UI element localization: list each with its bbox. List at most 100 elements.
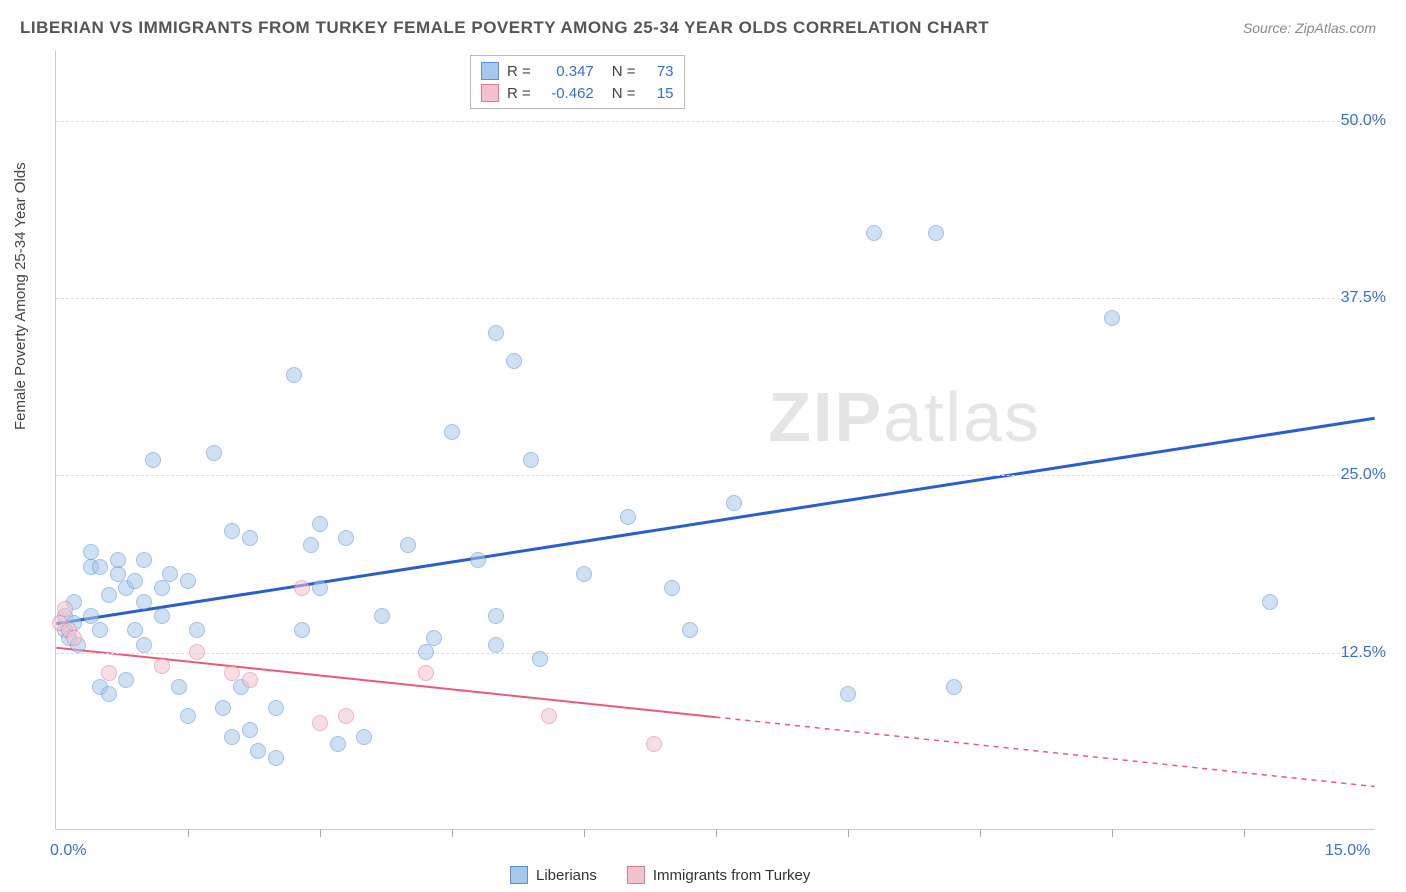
source-label: Source: ZipAtlas.com: [1243, 20, 1376, 36]
trend-lines-layer: [56, 50, 1375, 829]
legend-stat-row: R = -0.462 N = 15: [481, 82, 674, 104]
data-point: [840, 686, 856, 702]
data-point: [145, 452, 161, 468]
x-tick: [320, 829, 321, 837]
x-axis-min-label: 0.0%: [50, 842, 86, 860]
data-point: [250, 743, 266, 759]
r-value: -0.462: [539, 85, 594, 102]
data-point: [506, 353, 522, 369]
data-point: [180, 573, 196, 589]
data-point: [101, 587, 117, 603]
r-label: R =: [507, 63, 531, 80]
gridline: [56, 121, 1375, 122]
data-point: [224, 523, 240, 539]
data-point: [268, 750, 284, 766]
data-point: [866, 225, 882, 241]
data-point: [66, 630, 82, 646]
data-point: [426, 630, 442, 646]
data-point: [418, 644, 434, 660]
data-point: [110, 552, 126, 568]
x-tick: [452, 829, 453, 837]
data-point: [242, 722, 258, 738]
data-point: [400, 537, 416, 553]
x-tick: [848, 829, 849, 837]
x-tick: [1112, 829, 1113, 837]
data-point: [162, 566, 178, 582]
y-tick-label: 12.5%: [1341, 644, 1386, 662]
data-point: [330, 736, 346, 752]
data-point: [136, 594, 152, 610]
data-point: [523, 452, 539, 468]
data-point: [488, 637, 504, 653]
data-point: [294, 622, 310, 638]
data-point: [1262, 594, 1278, 610]
data-point: [1104, 310, 1120, 326]
data-point: [180, 708, 196, 724]
data-point: [242, 530, 258, 546]
data-point: [928, 225, 944, 241]
data-point: [224, 665, 240, 681]
y-axis-label: Female Poverty Among 25-34 Year Olds: [12, 162, 29, 430]
data-point: [154, 608, 170, 624]
x-tick: [188, 829, 189, 837]
data-point: [224, 729, 240, 745]
data-point: [338, 708, 354, 724]
data-point: [541, 708, 557, 724]
data-point: [356, 729, 372, 745]
y-tick-label: 25.0%: [1341, 466, 1386, 484]
data-point: [286, 367, 302, 383]
legend-swatch: [510, 866, 528, 884]
legend-swatch: [627, 866, 645, 884]
r-value: 0.347: [539, 63, 594, 80]
r-label: R =: [507, 85, 531, 102]
legend-series-item: Immigrants from Turkey: [627, 866, 811, 884]
data-point: [154, 580, 170, 596]
data-point: [303, 537, 319, 553]
n-label: N =: [612, 85, 636, 102]
gridline: [56, 475, 1375, 476]
data-point: [118, 672, 134, 688]
data-point: [374, 608, 390, 624]
data-point: [488, 608, 504, 624]
data-point: [92, 559, 108, 575]
x-tick: [716, 829, 717, 837]
x-tick: [584, 829, 585, 837]
y-tick-label: 50.0%: [1341, 112, 1386, 130]
data-point: [726, 495, 742, 511]
data-point: [312, 580, 328, 596]
data-point: [215, 700, 231, 716]
data-point: [189, 622, 205, 638]
n-label: N =: [612, 63, 636, 80]
data-point: [576, 566, 592, 582]
legend-swatch: [481, 62, 499, 80]
data-point: [532, 651, 548, 667]
data-point: [294, 580, 310, 596]
data-point: [312, 715, 328, 731]
data-point: [682, 622, 698, 638]
legend-series-label: Immigrants from Turkey: [653, 867, 811, 884]
data-point: [154, 658, 170, 674]
legend-series-item: Liberians: [510, 866, 597, 884]
data-point: [242, 672, 258, 688]
data-point: [136, 637, 152, 653]
data-point: [206, 445, 222, 461]
n-value: 15: [644, 85, 674, 102]
correlation-legend: R = 0.347 N = 73 R = -0.462 N = 15: [470, 55, 685, 109]
x-tick: [980, 829, 981, 837]
data-point: [488, 325, 504, 341]
data-point: [620, 509, 636, 525]
x-tick: [1244, 829, 1245, 837]
legend-series-label: Liberians: [536, 867, 597, 884]
data-point: [946, 679, 962, 695]
data-point: [664, 580, 680, 596]
gridline: [56, 298, 1375, 299]
chart-title: LIBERIAN VS IMMIGRANTS FROM TURKEY FEMAL…: [20, 18, 989, 38]
x-axis-max-label: 15.0%: [1325, 842, 1370, 860]
data-point: [101, 665, 117, 681]
legend-stat-row: R = 0.347 N = 73: [481, 60, 674, 82]
data-point: [338, 530, 354, 546]
gridline: [56, 653, 1375, 654]
data-point: [268, 700, 284, 716]
data-point: [646, 736, 662, 752]
data-point: [171, 679, 187, 695]
